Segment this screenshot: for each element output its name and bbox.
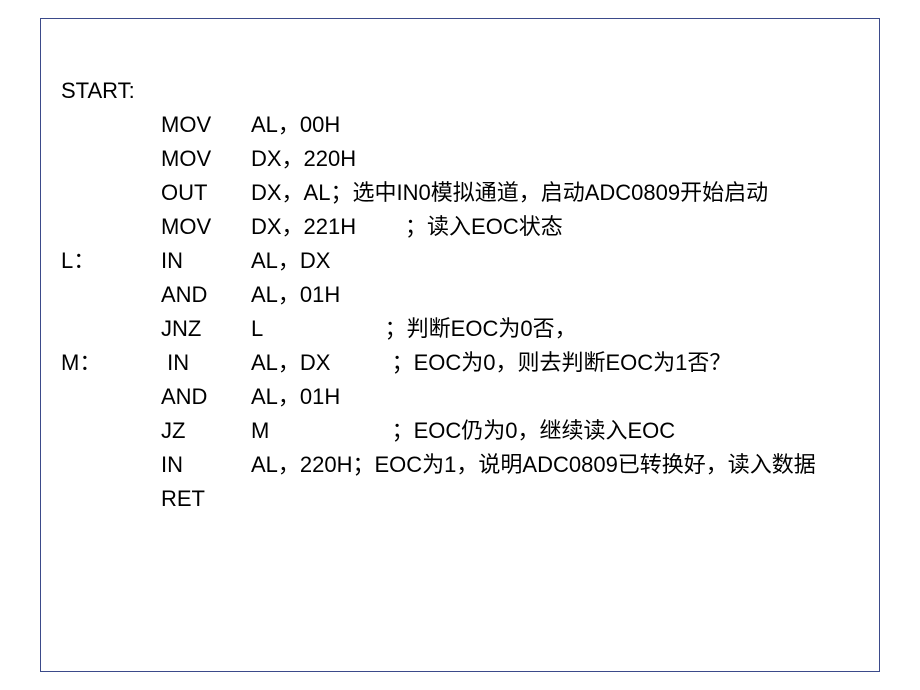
code-mnemonic: JNZ (161, 312, 251, 346)
code-args: DX，220H (251, 146, 356, 171)
code-args: AL，01H (251, 282, 340, 307)
code-mnemonic: MOV (161, 210, 251, 244)
code-mnemonic: IN (161, 346, 251, 380)
code-args: DX，221H ；读入EOC状态 (251, 214, 563, 239)
code-args: L ；判断EOC为0否， (251, 316, 577, 341)
code-args: AL，00H (251, 112, 340, 137)
code-mnemonic: MOV (161, 108, 251, 142)
code-mnemonic: OUT (161, 176, 251, 210)
code-label: L： (61, 244, 161, 278)
code-args: AL，220H；EOC为1，说明ADC0809已转换好，读入数据 (251, 452, 816, 477)
code-mnemonic: IN (161, 448, 251, 482)
slide: START: MOVAL，00H MOVDX，220H OUTDX，AL；选中I… (0, 0, 920, 690)
assembly-code: START: MOVAL，00H MOVDX，220H OUTDX，AL；选中I… (61, 74, 859, 516)
code-args: AL，DX ；EOC为0，则去判断EOC为1否？ (251, 350, 731, 375)
code-label: START: (61, 74, 161, 108)
code-args: AL，DX (251, 248, 330, 273)
code-label: M： (61, 346, 161, 380)
content-frame: START: MOVAL，00H MOVDX，220H OUTDX，AL；选中I… (40, 18, 880, 672)
code-mnemonic: AND (161, 278, 251, 312)
code-args: AL，01H (251, 384, 340, 409)
code-mnemonic: JZ (161, 414, 251, 448)
code-args: DX，AL；选中IN0模拟通道，启动ADC0809开始启动 (251, 180, 768, 205)
code-mnemonic: AND (161, 380, 251, 414)
code-args: M ；EOC仍为0，继续读入EOC (251, 418, 675, 443)
code-mnemonic: IN (161, 244, 251, 278)
code-mnemonic: MOV (161, 142, 251, 176)
code-mnemonic: RET (161, 482, 251, 516)
